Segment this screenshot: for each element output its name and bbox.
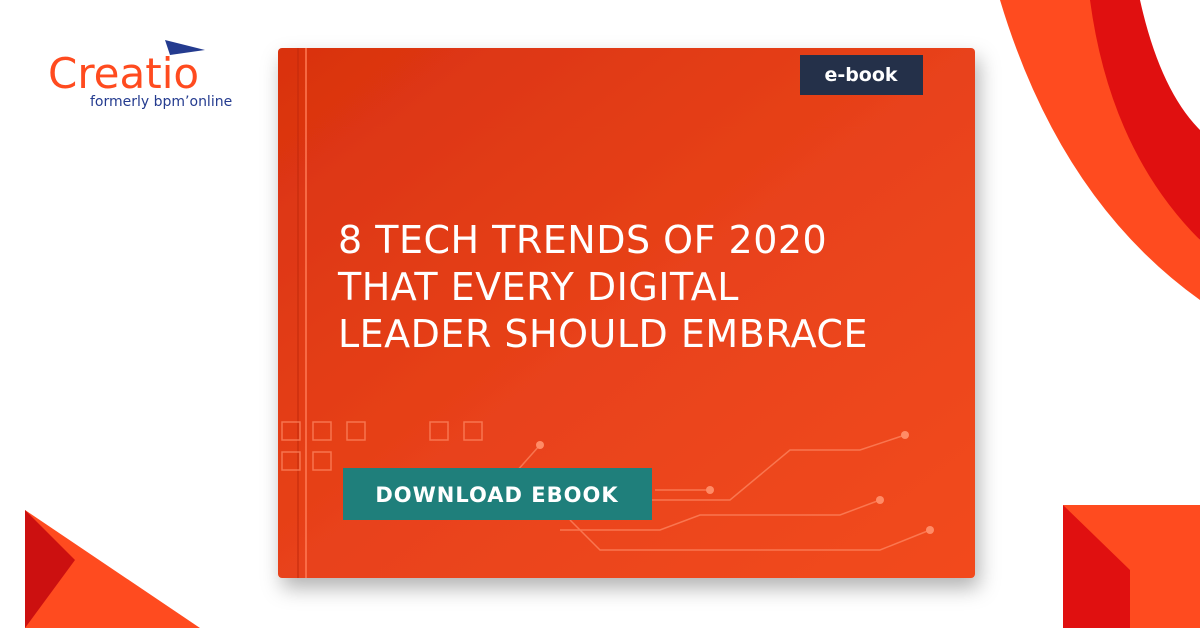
title-line: LEADER SHOULD EMBRACE	[338, 312, 868, 356]
badge	[800, 55, 923, 95]
download-button[interactable]: DOWNLOAD EBOOK	[343, 468, 652, 520]
book	[278, 48, 975, 578]
decor-top-right	[1000, 0, 1200, 300]
book-cover	[278, 48, 975, 578]
decor-bottom-right	[1063, 505, 1200, 628]
button-bg[interactable]	[343, 468, 652, 520]
circuit	[281, 421, 931, 551]
title-line: 8 TECH TRENDS OF 2020	[338, 218, 827, 262]
logo-tagline: formerly bpm’online	[90, 94, 232, 110]
decor-bottom-left	[25, 510, 200, 628]
logo: Creatio formerly bpm’online	[48, 40, 232, 110]
logo-name: Creatio	[48, 49, 199, 98]
button-label[interactable]: DOWNLOAD EBOOK	[375, 483, 618, 507]
logo-mark	[165, 40, 205, 55]
title-line: THAT EVERY DIGITAL	[337, 265, 739, 309]
badge-text: e-book	[824, 64, 897, 86]
circuit-nodes	[536, 431, 934, 534]
